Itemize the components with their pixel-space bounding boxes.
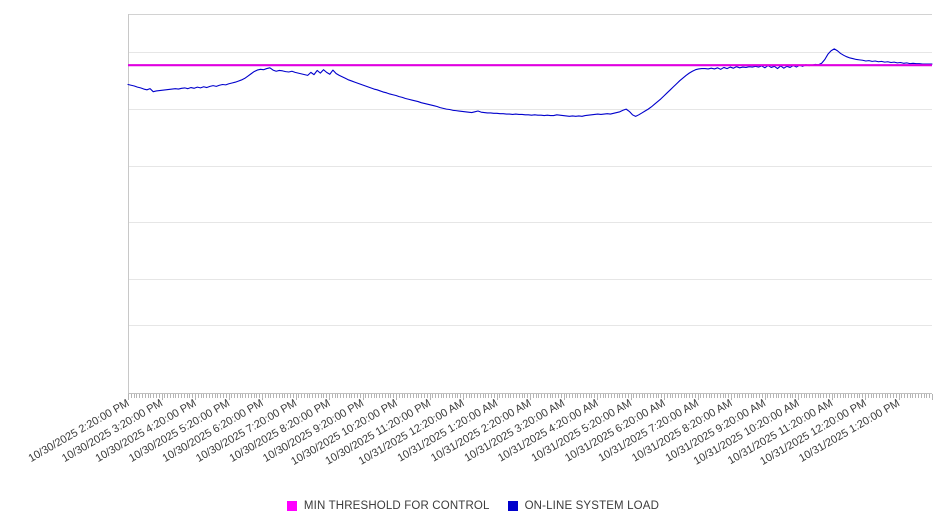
legend-swatch-magenta (286, 501, 297, 511)
plot-background (128, 14, 932, 393)
legend-label-min-threshold-for-control: MIN THRESHOLD FOR CONTROL (303, 500, 490, 512)
legend-swatch-blue (507, 501, 518, 511)
x-axis-ticks (128, 394, 933, 400)
legend-item-on-line-system-load[interactable]: ON-LINE SYSTEM LOAD (507, 500, 660, 512)
y-gridlines (128, 14, 932, 326)
legend-item-min-threshold-for-control[interactable]: MIN THRESHOLD FOR CONTROL (286, 500, 490, 512)
chart-legend: MIN THRESHOLD FOR CONTROL ON-LINE SYSTEM… (0, 496, 946, 516)
legend-label-on-line-system-load: ON-LINE SYSTEM LOAD (524, 500, 660, 512)
